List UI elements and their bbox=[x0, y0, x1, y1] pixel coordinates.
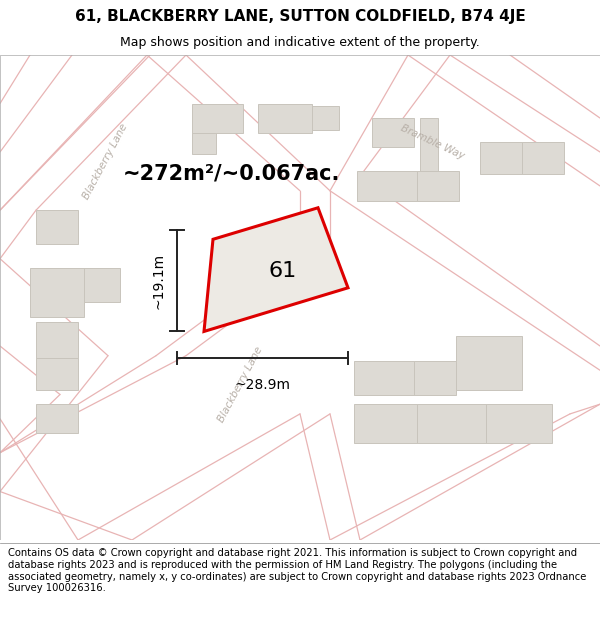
Polygon shape bbox=[354, 404, 417, 443]
Polygon shape bbox=[36, 210, 78, 244]
Polygon shape bbox=[354, 361, 414, 394]
Text: Blackberry Lane: Blackberry Lane bbox=[216, 346, 264, 424]
Polygon shape bbox=[417, 171, 459, 201]
Text: 61, BLACKBERRY LANE, SUTTON COLDFIELD, B74 4JE: 61, BLACKBERRY LANE, SUTTON COLDFIELD, B… bbox=[74, 9, 526, 24]
Text: 61: 61 bbox=[269, 261, 297, 281]
Text: Contains OS data © Crown copyright and database right 2021. This information is : Contains OS data © Crown copyright and d… bbox=[8, 549, 586, 593]
Text: Blackberry Lane: Blackberry Lane bbox=[81, 122, 129, 201]
Polygon shape bbox=[84, 268, 120, 302]
Text: Bramble Wa...: Bramble Wa... bbox=[240, 233, 312, 265]
Polygon shape bbox=[522, 142, 564, 174]
Polygon shape bbox=[204, 208, 348, 331]
Polygon shape bbox=[258, 104, 312, 132]
Polygon shape bbox=[414, 361, 456, 394]
Text: ~272m²/~0.067ac.: ~272m²/~0.067ac. bbox=[123, 164, 340, 184]
Polygon shape bbox=[357, 171, 417, 201]
Polygon shape bbox=[192, 104, 243, 132]
Polygon shape bbox=[36, 358, 78, 389]
Polygon shape bbox=[30, 268, 84, 317]
Text: Bramble Way: Bramble Way bbox=[398, 123, 466, 161]
Polygon shape bbox=[417, 404, 486, 443]
Polygon shape bbox=[420, 118, 438, 171]
Polygon shape bbox=[36, 322, 78, 358]
Polygon shape bbox=[36, 404, 78, 433]
Polygon shape bbox=[312, 106, 339, 130]
Polygon shape bbox=[372, 118, 414, 147]
Polygon shape bbox=[456, 336, 522, 389]
Text: ~19.1m: ~19.1m bbox=[152, 253, 166, 309]
Polygon shape bbox=[486, 404, 552, 443]
Text: ~28.9m: ~28.9m bbox=[235, 378, 290, 392]
Polygon shape bbox=[480, 142, 522, 174]
Polygon shape bbox=[192, 132, 216, 154]
Text: Map shows position and indicative extent of the property.: Map shows position and indicative extent… bbox=[120, 36, 480, 49]
